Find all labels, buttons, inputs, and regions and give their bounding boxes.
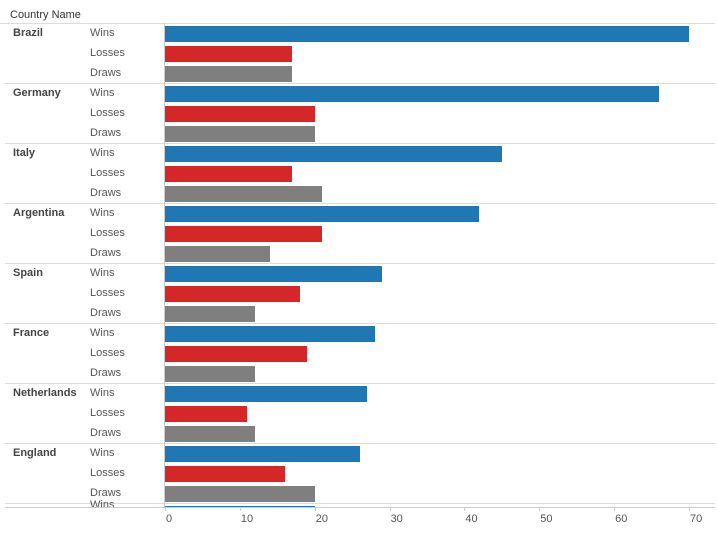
measure-label: Draws — [90, 187, 122, 199]
bar-wins — [165, 326, 375, 342]
bar-wins — [165, 266, 383, 282]
country-label: Argentina — [13, 207, 65, 219]
country-label: Germany — [13, 87, 61, 99]
measure-label: Losses — [90, 107, 125, 119]
x-tick-label: 40 — [465, 513, 478, 525]
measure-label: Draws — [90, 247, 122, 259]
country-label: Spain — [13, 267, 43, 279]
x-axis-line — [5, 507, 715, 508]
measure-label: Draws — [90, 67, 122, 79]
measure-label: Wins — [90, 447, 115, 459]
bar-wins — [165, 446, 360, 462]
bar-losses — [165, 106, 315, 122]
bar-wins — [165, 26, 689, 42]
country-label: Netherlands — [13, 387, 77, 399]
country-block: France Wins Losses Draws — [5, 324, 715, 384]
bar-losses — [165, 466, 285, 482]
country-label: France — [13, 327, 50, 339]
measure-label: Draws — [90, 487, 122, 499]
measure-label: Losses — [90, 227, 125, 239]
measure-label: Draws — [90, 367, 122, 379]
bar-draws — [165, 186, 323, 202]
bar-losses — [165, 46, 293, 62]
bar-losses — [165, 406, 248, 422]
measure-label: Wins — [90, 27, 115, 39]
bar-wins — [165, 146, 502, 162]
measure-label: Wins — [90, 207, 115, 219]
measure-label: Wins — [90, 499, 115, 508]
row-header: Country Name — [10, 9, 81, 21]
bar-draws — [165, 66, 293, 82]
country-label: Brazil — [13, 27, 43, 39]
x-tick-label: 20 — [315, 513, 328, 525]
measure-label: Losses — [90, 167, 125, 179]
x-tick-label: 30 — [390, 513, 403, 525]
measure-label: Wins — [90, 267, 115, 279]
country-block: Argentina Wins Losses Draws — [5, 204, 715, 264]
measure-label: Wins — [90, 387, 115, 399]
measure-label: Losses — [90, 467, 125, 479]
zero-line — [164, 23, 165, 507]
bar-losses — [165, 346, 308, 362]
x-tick-label: 60 — [615, 513, 628, 525]
measure-label: Draws — [90, 127, 122, 139]
measure-label: Wins — [90, 147, 115, 159]
x-tick — [689, 507, 690, 511]
x-tick — [389, 507, 391, 511]
bar-draws — [165, 306, 255, 322]
country-label: Italy — [13, 147, 36, 159]
measure-label: Draws — [90, 427, 122, 439]
measure-label: Losses — [90, 347, 125, 359]
x-tick — [539, 507, 541, 511]
country-block: Italy Wins Losses Draws — [5, 144, 715, 204]
bar-draws — [165, 426, 255, 442]
measure-label: Wins — [90, 327, 115, 339]
bar-wins — [165, 86, 660, 102]
measure-label: Losses — [90, 287, 125, 299]
x-tick-label: 70 — [690, 513, 703, 525]
country-block: England Wins Losses Draws — [5, 444, 715, 504]
country-block: Netherlands Wins Losses Draws — [5, 384, 715, 444]
x-tick — [239, 507, 241, 511]
bar-draws — [165, 126, 315, 142]
measure-label: Losses — [90, 407, 125, 419]
x-tick-label: 50 — [540, 513, 553, 525]
measure-label: Draws — [90, 307, 122, 319]
bar-losses — [165, 286, 300, 302]
country-block: Germany Wins Losses Draws — [5, 84, 715, 144]
country-label: England — [13, 447, 57, 459]
chart-rows: Brazil Wins Losses Draws Germany Wins Losses Dr… — [0, 23, 715, 508]
measure-label: Wins — [90, 87, 115, 99]
country-block: Brazil Wins Losses Draws — [5, 24, 715, 84]
bar-wins — [165, 386, 368, 402]
bar-draws — [165, 246, 270, 262]
x-tick — [614, 507, 616, 511]
bar-losses — [165, 166, 293, 182]
x-tick-label: 10 — [240, 513, 254, 525]
bar-draws — [165, 366, 255, 382]
bar-losses — [165, 226, 323, 242]
country-block: Spain Wins Losses Draws — [5, 264, 715, 324]
x-tick — [314, 507, 316, 511]
x-tick-label: 0 — [166, 513, 173, 525]
bar-draws — [165, 486, 315, 502]
measure-label: Losses — [90, 47, 125, 59]
bar-wins — [165, 206, 480, 222]
x-tick — [165, 507, 166, 511]
x-tick — [464, 507, 466, 511]
